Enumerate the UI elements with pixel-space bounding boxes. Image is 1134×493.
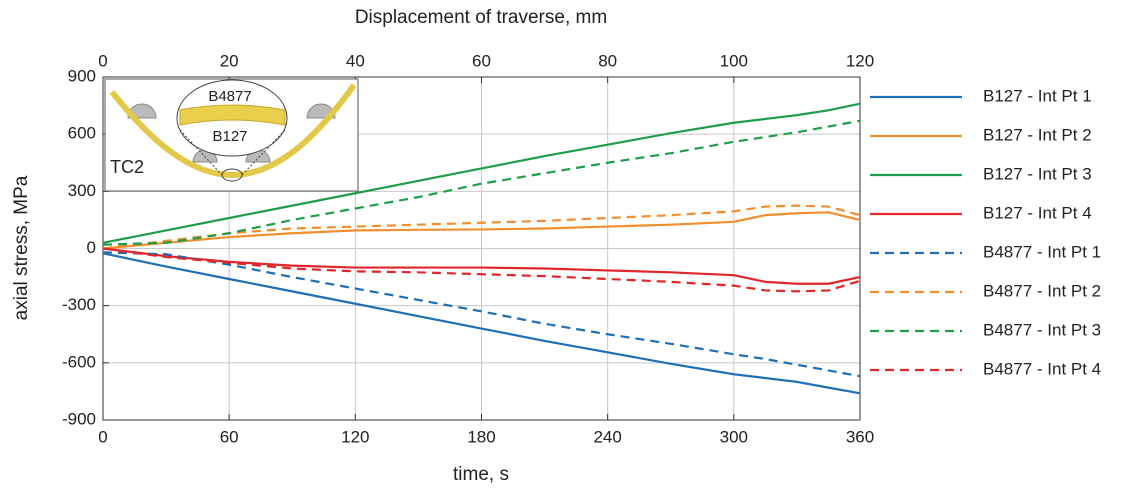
- y-tick-label: 900: [68, 66, 96, 85]
- series-line: [102, 119, 861, 246]
- series-line: [102, 102, 861, 244]
- x-tick-label: 0: [98, 427, 107, 446]
- y-tick-label: -900: [62, 409, 96, 428]
- x2-tick-label: 20: [220, 51, 239, 70]
- x2-tick-label: 100: [720, 51, 748, 70]
- x-tick-label: 60: [220, 427, 239, 446]
- x-tick-label: 240: [593, 427, 621, 446]
- legend-label: B4877 - Int Pt 4: [983, 359, 1101, 378]
- y-axis-title: axial stress, MPa: [11, 175, 32, 320]
- legend-label: B127 - Int Pt 4: [983, 203, 1092, 222]
- legend-label: B127 - Int Pt 3: [983, 164, 1092, 183]
- series-line: [102, 252, 861, 395]
- x-tick-label: 120: [341, 427, 369, 446]
- legend-label: B4877 - Int Pt 2: [983, 281, 1101, 300]
- y-tick-label: -300: [62, 295, 96, 314]
- x-axis-title: time, s: [453, 464, 509, 485]
- legend-label: B127 - Int Pt 1: [983, 86, 1092, 105]
- specimen: [109, 83, 357, 179]
- x2-tick-label: 60: [472, 51, 491, 70]
- y-tick-label: -600: [62, 352, 96, 371]
- zoom-specimen: [179, 104, 286, 126]
- legend-label: B4877 - Int Pt 3: [983, 320, 1101, 339]
- x-tick-label: 360: [846, 427, 874, 446]
- y-tick-label: 0: [87, 238, 96, 257]
- y-tick-label: 600: [68, 124, 96, 143]
- inset: B4877 B127 TC2: [104, 78, 359, 192]
- x2-axis-title: Displacement of traverse, mm: [355, 7, 607, 28]
- y-tick-label: 300: [68, 181, 96, 200]
- x-tick-label: 300: [720, 427, 748, 446]
- legend-label: B127 - Int Pt 2: [983, 125, 1092, 144]
- inset-label: B4877: [208, 88, 251, 105]
- x2-tick-label: 40: [346, 51, 365, 70]
- series-line: [102, 247, 861, 293]
- series-line: [102, 204, 861, 250]
- series-line: [102, 211, 861, 250]
- x2-tick-label: 120: [846, 51, 874, 70]
- x2-tick-label: 0: [98, 51, 107, 70]
- inset-label: TC2: [110, 157, 144, 177]
- x-tick-label: 180: [467, 427, 495, 446]
- inset-label: B127: [212, 128, 247, 145]
- series-line: [102, 247, 861, 285]
- series-line: [102, 251, 861, 378]
- x2-tick-label: 80: [598, 51, 617, 70]
- legend-label: B4877 - Int Pt 1: [983, 242, 1101, 261]
